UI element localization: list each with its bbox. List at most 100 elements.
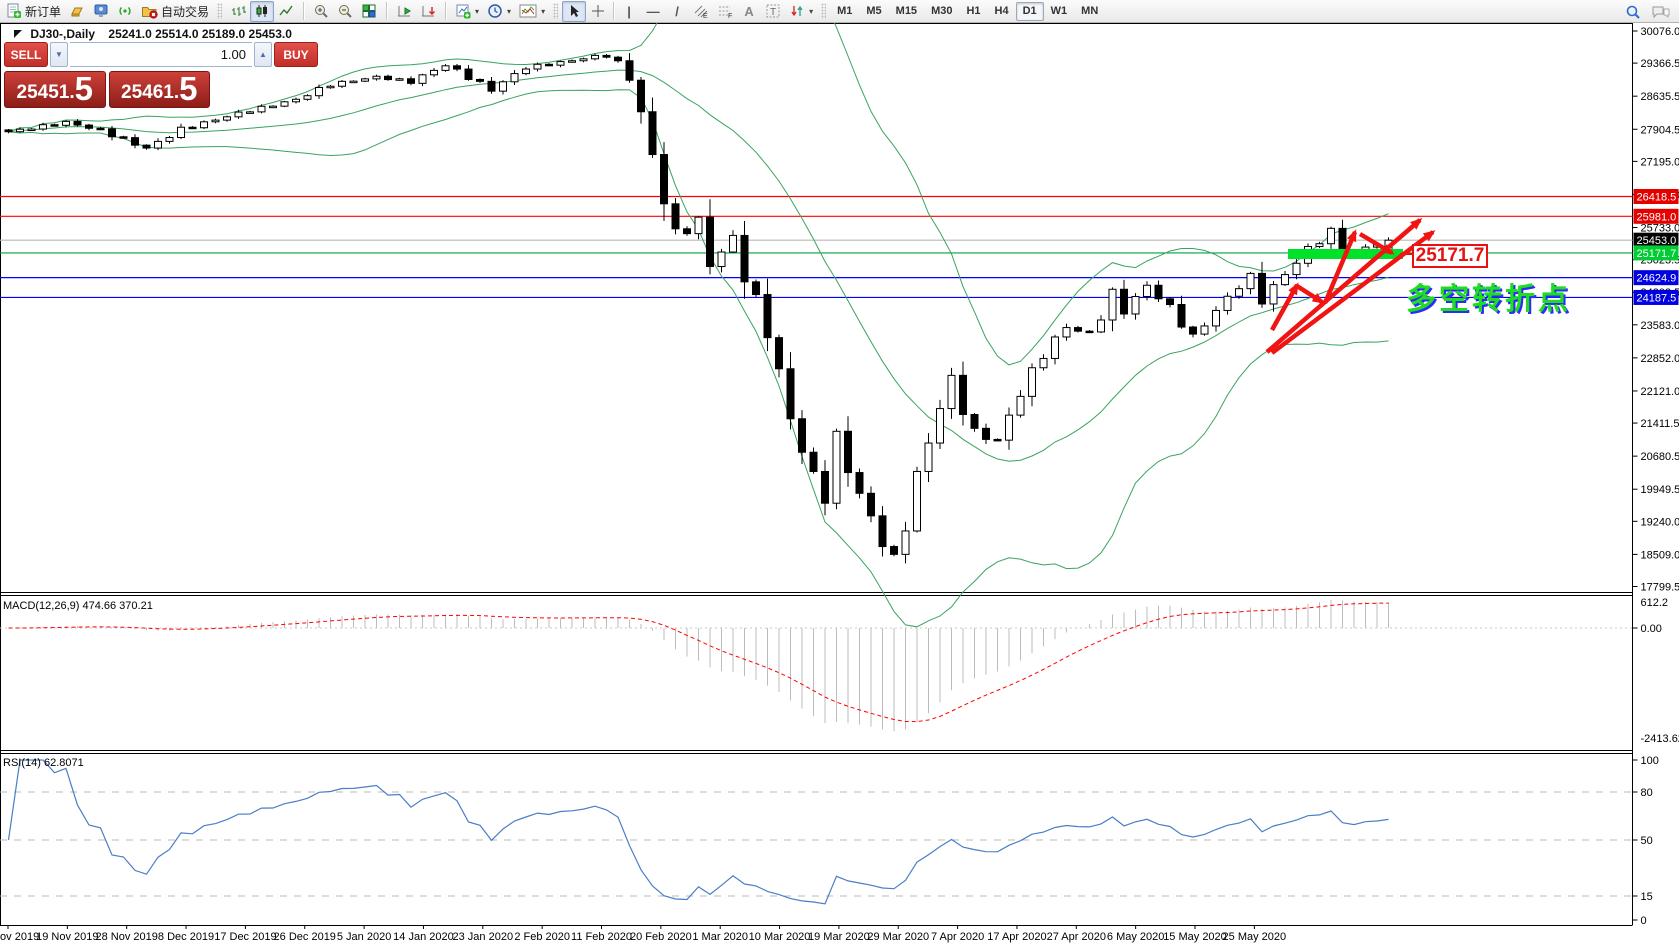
svg-text:25733.0: 25733.0	[1641, 223, 1679, 235]
zoom-in-icon	[315, 5, 328, 18]
svg-text:100: 100	[1641, 755, 1659, 767]
one-click-trading-panel: SELL ▼ ▲ BUY 25451.5 25461.5	[4, 42, 318, 108]
crosshair-icon	[592, 5, 605, 17]
line-chart-icon	[279, 5, 293, 16]
timeframe-h1[interactable]: H1	[966, 4, 981, 17]
svg-text:7 Apr 2020: 7 Apr 2020	[931, 931, 984, 943]
arrows-tool[interactable]: ▾	[785, 1, 817, 22]
sell-button[interactable]: SELL	[4, 42, 48, 67]
trendline-tool[interactable]: /	[665, 1, 689, 22]
timeframe-d1[interactable]: D1	[1015, 1, 1044, 21]
search-icon[interactable]	[1625, 4, 1641, 20]
svg-text:19240.0: 19240.0	[1641, 516, 1679, 528]
toolbar-separator	[445, 2, 447, 20]
dropdown-arrow: ▾	[809, 6, 814, 16]
periods-button[interactable]: ▾	[483, 1, 515, 22]
new-order-button[interactable]: 新订单	[2, 1, 65, 22]
crosshair-tool-button[interactable]	[586, 1, 610, 22]
gold-bar-icon	[71, 7, 83, 17]
timeframe-m1[interactable]: M1	[837, 4, 853, 17]
signal-icon	[119, 7, 131, 15]
volume-increase-button[interactable]: ▲	[254, 42, 272, 67]
svg-text:25171.7: 25171.7	[1637, 248, 1677, 260]
svg-text:18509.0: 18509.0	[1641, 549, 1679, 561]
channel-tool[interactable]: E	[689, 1, 713, 22]
buy-price-fraction: 5	[179, 70, 198, 107]
auto-trading-icon	[142, 7, 158, 19]
auto-trading-button[interactable]: 自动交易	[137, 1, 213, 22]
market-watch-button[interactable]	[89, 1, 113, 22]
trend-arrow	[1265, 218, 1423, 354]
svg-text:RSI(14) 62.8071: RSI(14) 62.8071	[3, 757, 84, 769]
dropdown-arrow: ▾	[475, 6, 480, 16]
timeframe-mn[interactable]: MN	[1081, 4, 1099, 17]
buy-button[interactable]: BUY	[274, 42, 318, 67]
auto-scroll-icon	[422, 6, 436, 17]
timeframe-m5[interactable]: M5	[866, 4, 882, 17]
timeframe-m30[interactable]: M30	[931, 4, 953, 17]
trend-arrow	[1322, 229, 1358, 304]
label-tool[interactable]: T	[761, 1, 785, 22]
auto-scroll-button[interactable]	[416, 1, 440, 22]
svg-text:25453.0: 25453.0	[1637, 235, 1677, 247]
svg-text:MACD(12,26,9) 474.66 370.21: MACD(12,26,9) 474.66 370.21	[3, 600, 153, 612]
svg-text:6 May 2020: 6 May 2020	[1107, 931, 1164, 943]
vertical-line-tool[interactable]: |	[617, 1, 641, 22]
tile-windows-button[interactable]	[357, 1, 381, 22]
svg-text:19949.5: 19949.5	[1641, 484, 1679, 496]
trend-arrow	[1270, 230, 1436, 355]
sell-price-fraction: 5	[74, 70, 93, 107]
svg-text:17 Dec 2019: 17 Dec 2019	[214, 931, 276, 943]
svg-text:15 May 2020: 15 May 2020	[1163, 931, 1227, 943]
timeframe-h4[interactable]: H4	[994, 4, 1009, 17]
cursor-tool-button[interactable]	[562, 0, 587, 22]
tile-windows-icon	[362, 4, 376, 18]
timeframe-group: M1 M5 M15 M30 H1 H4 D1 W1 MN	[828, 0, 1107, 23]
toolbar-grip	[217, 3, 223, 19]
svg-text:19 Mar 2020: 19 Mar 2020	[808, 931, 870, 943]
timeframe-m15[interactable]: M15	[895, 4, 918, 17]
auto-trading-label: 自动交易	[161, 4, 210, 19]
pivot-annotation-text: 多空转折点	[1406, 283, 1571, 316]
chart-shift-button[interactable]	[392, 1, 416, 22]
gold-chart-button[interactable]	[65, 1, 89, 22]
svg-text:0: 0	[1641, 915, 1647, 927]
signal-button[interactable]	[113, 1, 137, 22]
svg-text:21411.5: 21411.5	[1641, 418, 1679, 430]
pivot-price-tag: 25171.7	[1412, 244, 1488, 268]
svg-text:10 Nov 2019: 10 Nov 2019	[0, 931, 39, 943]
svg-text:2 Feb 2020: 2 Feb 2020	[514, 931, 570, 943]
bar-chart-mode-button[interactable]	[226, 1, 250, 22]
vline-icon: |	[627, 3, 631, 19]
buy-price-tile[interactable]: 25461. 5	[108, 70, 210, 108]
price-chart-canvas[interactable]: 30076.029366.528635.527904.527195.026464…	[0, 23, 1679, 943]
toolbar-separator	[613, 2, 615, 20]
zoom-out-button[interactable]	[333, 1, 357, 22]
timeframe-w1[interactable]: W1	[1050, 4, 1068, 17]
svg-text:27 Apr 2020: 27 Apr 2020	[1047, 931, 1106, 943]
collapse-triangle-icon[interactable]	[14, 30, 22, 38]
line-chart-mode-button[interactable]	[274, 1, 298, 22]
volume-input[interactable]	[70, 42, 252, 67]
svg-text:25 May 2020: 25 May 2020	[1223, 931, 1287, 943]
svg-text:-2413.62: -2413.62	[1641, 733, 1679, 745]
trend-arrow	[1270, 282, 1299, 332]
horizontal-line-tool[interactable]: —	[641, 1, 665, 22]
label-icon: T	[766, 4, 780, 18]
volume-decrease-button[interactable]: ▼	[50, 42, 68, 67]
candlestick-mode-button[interactable]	[250, 0, 275, 22]
fibonacci-tool[interactable]: F	[713, 1, 737, 22]
hline-icon: —	[646, 3, 660, 19]
new-chart-icon	[456, 4, 471, 19]
svg-text:80: 80	[1641, 787, 1653, 799]
chat-icon[interactable]	[1651, 4, 1671, 20]
indicators-button[interactable]: ▾	[515, 1, 549, 22]
sell-price-tile[interactable]: 25451. 5	[4, 71, 106, 108]
zoom-in-button[interactable]	[309, 1, 333, 22]
new-chart-button[interactable]: ▾	[451, 1, 483, 22]
svg-text:F: F	[728, 13, 732, 19]
zoom-out-icon	[339, 5, 352, 18]
svg-text:22852.0: 22852.0	[1641, 353, 1679, 365]
svg-text:19 Nov 2019: 19 Nov 2019	[36, 931, 98, 943]
text-tool[interactable]: A	[737, 1, 761, 22]
